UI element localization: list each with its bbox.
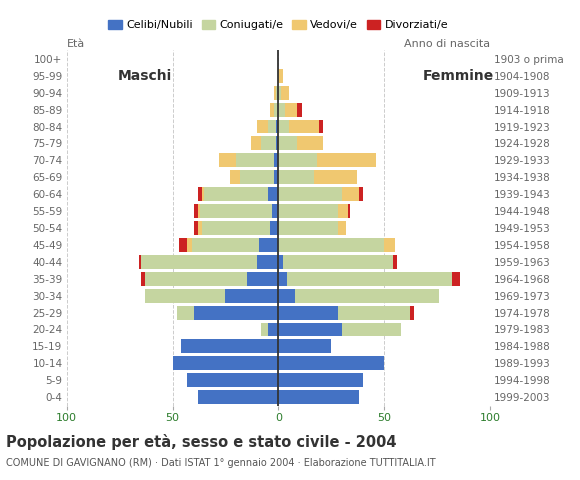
Bar <box>409 306 414 320</box>
Bar <box>194 204 198 218</box>
Bar <box>298 136 323 150</box>
Bar <box>278 289 295 302</box>
Bar <box>287 272 452 286</box>
Bar <box>278 255 282 269</box>
Bar <box>251 136 262 150</box>
Bar <box>258 120 268 133</box>
Bar <box>384 238 395 252</box>
Bar <box>179 238 187 252</box>
Bar <box>278 221 338 235</box>
Bar <box>259 238 278 252</box>
Bar <box>278 272 287 286</box>
Bar <box>348 204 350 218</box>
Bar <box>278 69 282 83</box>
Bar <box>141 272 145 286</box>
Bar <box>278 356 384 370</box>
Text: Maschi: Maschi <box>118 69 172 83</box>
Bar <box>226 289 278 302</box>
Bar <box>268 323 278 336</box>
Bar <box>145 272 246 286</box>
Bar <box>342 323 401 336</box>
Bar <box>278 103 285 117</box>
Bar <box>230 170 240 184</box>
Bar <box>272 204 278 218</box>
Bar <box>194 221 198 235</box>
Text: Femmine: Femmine <box>422 69 494 83</box>
Bar <box>278 170 314 184</box>
Text: Anno di nascita: Anno di nascita <box>404 39 490 48</box>
Bar <box>187 238 191 252</box>
Bar <box>278 323 342 336</box>
Bar <box>198 390 278 404</box>
Bar <box>274 86 276 100</box>
Bar <box>262 323 268 336</box>
Bar <box>202 221 270 235</box>
Bar <box>191 238 259 252</box>
Bar <box>278 86 281 100</box>
Bar <box>278 120 289 133</box>
Bar <box>338 221 346 235</box>
Bar <box>246 272 278 286</box>
Bar <box>262 136 276 150</box>
Bar <box>278 339 331 353</box>
Bar <box>173 356 278 370</box>
Bar <box>202 187 204 201</box>
Bar <box>338 204 348 218</box>
Bar <box>278 154 317 167</box>
Bar <box>268 120 276 133</box>
Bar <box>187 373 278 387</box>
Bar <box>240 170 274 184</box>
Bar <box>219 154 236 167</box>
Bar <box>194 306 278 320</box>
Bar <box>276 136 278 150</box>
Bar <box>274 103 278 117</box>
Bar <box>270 103 274 117</box>
Bar <box>282 255 393 269</box>
Bar <box>318 120 323 133</box>
Text: Popolazione per età, sesso e stato civile - 2004: Popolazione per età, sesso e stato civil… <box>6 434 396 450</box>
Bar <box>342 187 359 201</box>
Bar <box>198 204 200 218</box>
Bar <box>278 238 384 252</box>
Bar <box>198 221 202 235</box>
Bar <box>257 255 278 269</box>
Bar <box>204 187 268 201</box>
Text: COMUNE DI GAVIGNANO (RM) · Dati ISTAT 1° gennaio 2004 · Elaborazione TUTTITALIA.: COMUNE DI GAVIGNANO (RM) · Dati ISTAT 1°… <box>6 458 436 468</box>
Bar <box>278 390 359 404</box>
Bar <box>452 272 461 286</box>
Bar <box>278 373 363 387</box>
Bar <box>139 255 141 269</box>
Bar <box>359 187 363 201</box>
Bar <box>145 289 226 302</box>
Bar <box>278 204 338 218</box>
Bar <box>274 154 278 167</box>
Bar <box>236 154 274 167</box>
Bar <box>270 221 278 235</box>
Bar <box>314 170 357 184</box>
Bar <box>289 120 318 133</box>
Legend: Celibi/Nubili, Coniugati/e, Vedovi/e, Divorziati/e: Celibi/Nubili, Coniugati/e, Vedovi/e, Di… <box>104 15 453 35</box>
Bar <box>200 204 272 218</box>
Bar <box>198 187 202 201</box>
Bar <box>338 306 409 320</box>
Bar <box>393 255 397 269</box>
Bar <box>281 86 289 100</box>
Bar <box>298 103 302 117</box>
Bar <box>295 289 439 302</box>
Bar <box>141 255 257 269</box>
Text: Età: Età <box>67 39 85 48</box>
Bar <box>276 120 278 133</box>
Bar <box>278 136 298 150</box>
Bar <box>276 86 278 100</box>
Bar <box>278 187 342 201</box>
Bar <box>285 103 298 117</box>
Bar <box>274 170 278 184</box>
Bar <box>181 339 278 353</box>
Bar <box>317 154 376 167</box>
Bar <box>268 187 278 201</box>
Bar <box>278 306 338 320</box>
Bar <box>177 306 194 320</box>
